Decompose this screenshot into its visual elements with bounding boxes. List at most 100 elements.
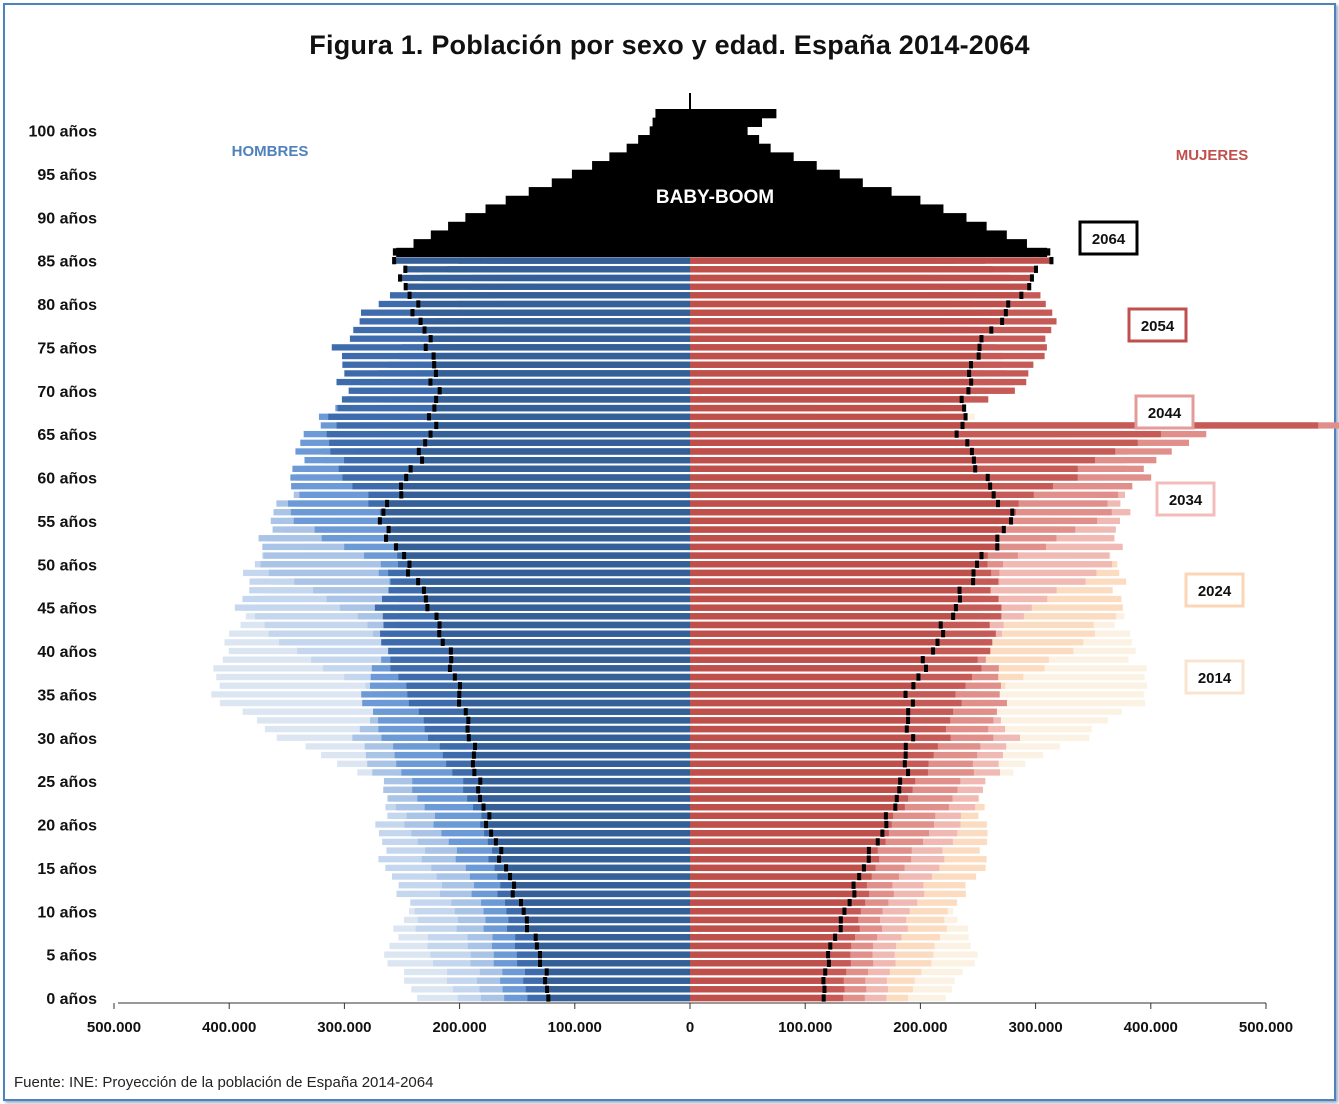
bar-men-2064-age-18 bbox=[495, 838, 690, 845]
bar-women-2064-age-49 bbox=[690, 569, 974, 577]
x-tick-label: 400.000 bbox=[202, 1019, 256, 1036]
bar-women-2064-age-64 bbox=[690, 439, 968, 446]
edge-women-age-45 bbox=[953, 603, 958, 612]
edge-women-age-78 bbox=[1000, 317, 1005, 325]
bar-men-2064-age-4 bbox=[540, 960, 690, 967]
edge-men-age-51 bbox=[402, 551, 407, 560]
edge-men-age-39 bbox=[449, 656, 454, 664]
edge-men-age-32 bbox=[466, 716, 471, 725]
edge-women-age-33 bbox=[906, 708, 911, 716]
edge-women-age-0 bbox=[821, 994, 826, 1002]
edge-women-age-60 bbox=[985, 473, 990, 482]
bar-men-2064-age-56 bbox=[383, 509, 690, 516]
bar-women-2064-age-79 bbox=[690, 309, 1006, 316]
edge-women-age-64 bbox=[965, 439, 970, 447]
edge-men-age-58 bbox=[399, 491, 404, 499]
edge-women-age-76 bbox=[979, 335, 984, 343]
axis-layer: 500.000 400.000 300.000 200.000 100.000 0 100.… bbox=[29, 93, 1293, 1036]
edge-women-age-69 bbox=[959, 395, 964, 404]
edge-women-age-13 bbox=[851, 881, 856, 889]
bar-men-2064-age-24 bbox=[478, 786, 690, 793]
edge-men-age-84 bbox=[403, 265, 408, 273]
edge-men-age-70 bbox=[437, 387, 442, 395]
edge-women-age-19 bbox=[880, 829, 885, 837]
bar-women-2064-age-27 bbox=[690, 760, 905, 767]
y-tick-label: 35 años bbox=[37, 687, 97, 704]
edge-men-age-34 bbox=[457, 699, 462, 707]
bar-men-2064-age-73 bbox=[434, 361, 690, 368]
bar-men-2064-age-64 bbox=[425, 439, 690, 446]
bar-men-2064-age-35 bbox=[459, 691, 690, 698]
edge-men-age-35 bbox=[457, 690, 462, 699]
bar-men-2064-age-14 bbox=[510, 873, 690, 880]
bar-women-2064-age-55 bbox=[690, 517, 1012, 525]
bar-women-2064-age-73 bbox=[690, 361, 971, 368]
edge-women-age-67 bbox=[963, 413, 968, 421]
baby-boom-bar-age-102 bbox=[655, 109, 777, 119]
baby-boom-bar-age-101 bbox=[652, 117, 762, 127]
bar-men-2064-age-42 bbox=[439, 630, 690, 637]
baby-boom-bar-age-98 bbox=[626, 143, 771, 153]
bar-men-2064-age-76 bbox=[430, 335, 690, 342]
year-box-2014: 2014 bbox=[1184, 659, 1245, 695]
bar-women-2064-age-11 bbox=[690, 899, 850, 906]
bar-men-2064-age-1 bbox=[547, 986, 690, 993]
edge-men-age-49 bbox=[406, 569, 411, 577]
baby-boom-bar-age-96 bbox=[592, 161, 817, 171]
y-tick-label: 75 años bbox=[37, 340, 97, 357]
edge-men-age-33 bbox=[463, 708, 468, 716]
edge-men-age-1 bbox=[545, 985, 550, 993]
bar-women-2064-age-37 bbox=[690, 673, 919, 681]
edge-men-age-23 bbox=[477, 794, 482, 803]
year-box-2064: 2064 bbox=[1078, 220, 1139, 256]
bar-women-2064-age-67 bbox=[690, 413, 966, 420]
bar-women-2064-age-58 bbox=[690, 491, 994, 498]
edge-men-age-27 bbox=[470, 760, 475, 768]
bar-women-2064-age-30 bbox=[690, 734, 914, 741]
edge-men-age-62 bbox=[420, 456, 425, 464]
bar-women-2064-age-32 bbox=[690, 717, 909, 724]
bar-men-2064-age-8 bbox=[527, 925, 690, 932]
edge-men-age-12 bbox=[510, 890, 515, 898]
edge-women-age-42 bbox=[941, 630, 946, 638]
baby-boom-bar-age-86 bbox=[396, 247, 1048, 258]
edge-women-age-12 bbox=[852, 890, 857, 898]
edge-men-age-81 bbox=[407, 291, 412, 299]
bar-women-2064-age-78 bbox=[690, 318, 1003, 325]
bar-men-2064-age-71 bbox=[430, 378, 690, 386]
baby-boom-bar-age-95 bbox=[571, 169, 840, 180]
edge-women-age-23 bbox=[894, 794, 899, 803]
bar-women-2064-age-1 bbox=[690, 986, 825, 993]
edge-women-age-2 bbox=[821, 977, 826, 985]
bar-women-2064-age-70 bbox=[690, 387, 969, 394]
edge-men-age-16 bbox=[497, 855, 502, 863]
edge-women-age-49 bbox=[971, 569, 976, 577]
bar-men-2064-age-30 bbox=[468, 734, 690, 741]
edge-women-age-63 bbox=[969, 447, 974, 456]
edge-women-age-50 bbox=[975, 560, 980, 568]
baby-boom-bar-age-100 bbox=[649, 126, 748, 136]
bar-women-2064-age-10 bbox=[690, 908, 845, 915]
bar-men-2064-age-65 bbox=[430, 430, 690, 438]
year-box-frame-2054 bbox=[1127, 307, 1188, 343]
y-tick-label: 65 años bbox=[37, 427, 97, 444]
y-tick-label: 25 años bbox=[37, 774, 97, 791]
year-label-2054: 2054 bbox=[1141, 318, 1175, 335]
bar-women-2064-age-47 bbox=[690, 587, 960, 594]
bar-men-2064-age-74 bbox=[433, 352, 690, 360]
edge-men-age-48 bbox=[416, 577, 421, 586]
edge-men-age-25 bbox=[478, 777, 483, 785]
y-tick-label: 60 años bbox=[37, 471, 97, 488]
x-tick-label: 100.000 bbox=[778, 1019, 832, 1036]
edge-men-age-22 bbox=[481, 803, 486, 811]
edge-men-age-8 bbox=[525, 924, 530, 933]
edge-women-age-41 bbox=[935, 638, 940, 646]
x-tick-label: 500.000 bbox=[87, 1019, 141, 1036]
bar-men-2064-age-81 bbox=[409, 292, 690, 299]
edge-women-age-84 bbox=[1033, 265, 1038, 273]
bar-men-2064-age-17 bbox=[501, 847, 690, 854]
x-tick-label: 0 bbox=[686, 1019, 694, 1036]
x-tick-label: 100.000 bbox=[548, 1019, 602, 1036]
edge-men-age-40 bbox=[448, 647, 453, 655]
